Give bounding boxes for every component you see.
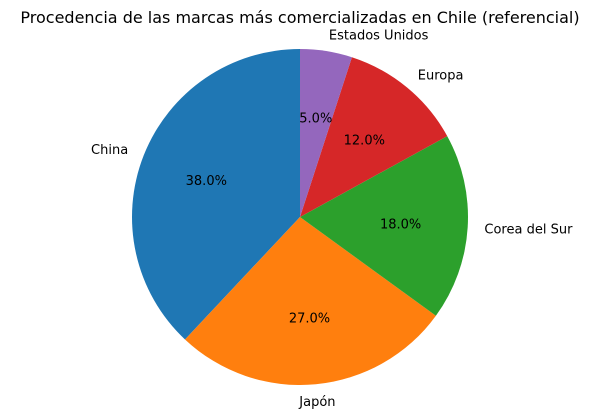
- slice-percent-label: 5.0%: [299, 111, 332, 126]
- slice-percent-label: 18.0%: [380, 217, 421, 232]
- slice-percent-label: 27.0%: [289, 311, 330, 326]
- pie-slice-4: [300, 49, 352, 217]
- pie-slices: [132, 49, 468, 385]
- chart-title: Procedencia de las marcas más comerciali…: [20, 8, 579, 27]
- slice-category-label: China: [91, 143, 128, 158]
- pie-slice-3: [300, 57, 448, 217]
- pie-slice-2: [300, 136, 468, 316]
- slice-category-label: Estados Unidos: [329, 29, 429, 44]
- slice-category-label: Japón: [298, 395, 335, 410]
- pie-slice-0: [132, 49, 300, 340]
- slice-category-label: Corea del Sur: [484, 223, 573, 238]
- pie-slice-1: [185, 217, 436, 385]
- slice-percent-label: 38.0%: [186, 174, 227, 189]
- pie-labels: 38.0% China 27.0% Japón 18.0% Corea del Sur 12…: [91, 29, 573, 411]
- slice-percent-label: 12.0%: [344, 133, 385, 148]
- slice-category-label: Europa: [418, 69, 464, 84]
